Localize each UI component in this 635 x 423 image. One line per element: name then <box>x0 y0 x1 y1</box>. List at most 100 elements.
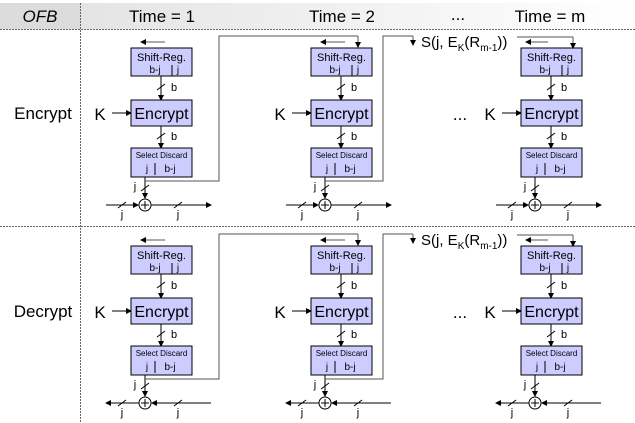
shift-right-label: j <box>176 65 179 76</box>
time-2-header: Time = 2 <box>309 7 375 26</box>
header-mode-cell <box>0 3 80 29</box>
shift-left-label: b-j <box>539 263 550 274</box>
time-1-header: Time = 1 <box>129 7 195 26</box>
key-label: K <box>94 105 106 124</box>
fl-pre: S(j, E <box>421 232 458 249</box>
width-j-label: j <box>313 379 316 391</box>
width-j-label: j <box>176 407 179 419</box>
header-ellipsis: ... <box>451 5 465 24</box>
shift-register-label: Shift-Reg. <box>527 250 576 262</box>
width-b-label: b <box>561 329 567 341</box>
bus-width-slash <box>140 184 150 192</box>
select-discard-box <box>310 345 373 376</box>
feedback-line <box>325 35 413 182</box>
bus-width-slash <box>546 330 556 338</box>
fl-m: m-1 <box>480 241 498 252</box>
encrypt-label: Encrypt <box>134 304 189 321</box>
width-b-label: b <box>171 329 177 341</box>
key-label: K <box>484 105 496 124</box>
feedback-line <box>145 35 358 182</box>
fl-m: m-1 <box>480 43 498 54</box>
fl-mid: (R <box>464 232 480 249</box>
shift-right-label: j <box>356 65 359 76</box>
bus-width-slash <box>563 201 573 209</box>
bus-width-slash <box>173 399 183 407</box>
bus-width-slash <box>320 382 330 390</box>
bus-width-slash <box>117 399 127 407</box>
bus-width-slash <box>546 281 556 289</box>
encrypt-box <box>310 297 373 325</box>
shift-right-label: j <box>176 263 179 274</box>
feedback-function-label: S(j, EK(Rm-1)) <box>421 232 507 252</box>
bus-width-slash <box>117 201 127 209</box>
width-b-label: b <box>351 82 357 94</box>
select-discard-box <box>520 147 583 178</box>
shift-register-box <box>520 47 583 77</box>
select-discard-label: Select Discard <box>136 349 188 358</box>
width-j-label: j <box>566 209 569 221</box>
width-b-label: b <box>561 280 567 292</box>
fl-k: K <box>458 43 465 54</box>
shift-left-label: b-j <box>539 65 550 76</box>
key-label: K <box>274 105 286 124</box>
bus-width-slash <box>336 281 346 289</box>
mode-label: OFB <box>23 7 58 26</box>
select-left-label: j <box>145 164 148 175</box>
shift-right-label: j <box>566 263 569 274</box>
bus-width-slash <box>320 184 330 192</box>
select-left-label: j <box>145 362 148 373</box>
bus-width-slash <box>530 184 540 192</box>
width-j-label: j <box>133 379 136 391</box>
bus-width-slash <box>507 201 517 209</box>
width-j-label: j <box>510 209 513 221</box>
width-b-label: b <box>351 280 357 292</box>
width-b-label: b <box>351 329 357 341</box>
row-label-encrypt: Encrypt <box>14 104 72 123</box>
width-j-label: j <box>510 407 513 419</box>
bus-width-slash <box>530 382 540 390</box>
select-discard-label: Select Discard <box>526 349 578 358</box>
encrypt-label: Encrypt <box>314 304 369 321</box>
width-j-label: j <box>566 407 569 419</box>
feedback-line <box>145 233 358 380</box>
fl-k: K <box>458 241 465 252</box>
shift-right-label: j <box>566 65 569 76</box>
select-discard-box <box>130 147 193 178</box>
shift-left-label: b-j <box>329 65 340 76</box>
width-b-label: b <box>351 131 357 143</box>
column-ellipsis: ... <box>453 105 467 124</box>
key-label: K <box>484 303 496 322</box>
bus-width-slash <box>507 399 517 407</box>
width-j-label: j <box>313 181 316 193</box>
bus-width-slash <box>336 132 346 140</box>
select-left-label: j <box>325 164 328 175</box>
width-j-label: j <box>120 209 123 221</box>
select-right-label: b-j <box>344 164 355 175</box>
width-j-label: j <box>300 407 303 419</box>
shift-left-label: b-j <box>149 65 160 76</box>
bus-width-slash <box>546 132 556 140</box>
width-b-label: b <box>171 82 177 94</box>
encrypt-label: Encrypt <box>314 106 369 123</box>
bus-width-slash <box>156 132 166 140</box>
fl-post: )) <box>497 34 507 51</box>
bus-width-slash <box>563 399 573 407</box>
select-discard-box <box>310 147 373 178</box>
bus-width-slash <box>353 399 363 407</box>
encrypt-box <box>520 99 583 127</box>
select-left-label: j <box>325 362 328 373</box>
shift-register-label: Shift-Reg. <box>137 52 186 64</box>
bus-width-slash <box>156 281 166 289</box>
shift-left-label: b-j <box>329 263 340 274</box>
width-j-label: j <box>356 209 359 221</box>
select-discard-box <box>520 345 583 376</box>
bus-width-slash <box>173 201 183 209</box>
header-background <box>80 3 635 29</box>
width-b-label: b <box>171 131 177 143</box>
width-b-label: b <box>561 131 567 143</box>
fl-post: )) <box>497 232 507 249</box>
width-j-label: j <box>120 407 123 419</box>
encrypt-box <box>310 99 373 127</box>
